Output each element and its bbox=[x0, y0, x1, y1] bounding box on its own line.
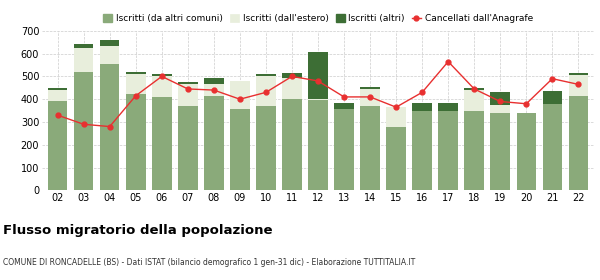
Bar bbox=[386, 107, 406, 127]
Bar bbox=[100, 64, 119, 190]
Bar bbox=[439, 103, 458, 111]
Bar bbox=[256, 76, 275, 106]
Bar bbox=[361, 87, 380, 89]
Bar bbox=[48, 90, 67, 101]
Bar bbox=[491, 105, 510, 113]
Bar bbox=[308, 100, 328, 190]
Bar bbox=[361, 89, 380, 106]
Bar bbox=[48, 101, 67, 190]
Bar bbox=[282, 73, 302, 78]
Bar bbox=[569, 73, 588, 75]
Bar bbox=[412, 111, 432, 190]
Bar bbox=[204, 96, 224, 190]
Bar bbox=[491, 92, 510, 105]
Bar bbox=[542, 91, 562, 104]
Bar bbox=[569, 96, 588, 190]
Bar bbox=[464, 111, 484, 190]
Bar bbox=[464, 88, 484, 90]
Bar bbox=[256, 106, 275, 190]
Bar bbox=[282, 99, 302, 190]
Text: Flusso migratorio della popolazione: Flusso migratorio della popolazione bbox=[3, 224, 272, 237]
Bar bbox=[100, 46, 119, 64]
Bar bbox=[256, 74, 275, 76]
Bar bbox=[569, 75, 588, 96]
Bar bbox=[464, 90, 484, 111]
Bar bbox=[152, 97, 172, 190]
Bar bbox=[152, 76, 172, 97]
Bar bbox=[74, 48, 94, 72]
Bar bbox=[230, 81, 250, 109]
Bar bbox=[542, 104, 562, 190]
Bar bbox=[282, 78, 302, 99]
Bar bbox=[126, 74, 146, 94]
Bar bbox=[334, 103, 354, 109]
Legend: Iscritti (da altri comuni), Iscritti (dall'estero), Iscritti (altri), Cancellati: Iscritti (da altri comuni), Iscritti (da… bbox=[103, 14, 533, 23]
Bar bbox=[126, 94, 146, 190]
Bar bbox=[361, 106, 380, 190]
Text: COMUNE DI RONCADELLE (BS) - Dati ISTAT (bilancio demografico 1 gen-31 dic) - Ela: COMUNE DI RONCADELLE (BS) - Dati ISTAT (… bbox=[3, 258, 415, 267]
Bar bbox=[152, 74, 172, 76]
Bar bbox=[334, 109, 354, 190]
Bar bbox=[308, 52, 328, 99]
Bar bbox=[439, 111, 458, 190]
Bar bbox=[74, 72, 94, 190]
Bar bbox=[178, 84, 197, 106]
Bar bbox=[308, 99, 328, 100]
Bar bbox=[491, 113, 510, 190]
Bar bbox=[517, 113, 536, 190]
Bar bbox=[386, 127, 406, 190]
Bar bbox=[178, 82, 197, 84]
Bar bbox=[126, 72, 146, 74]
Bar bbox=[48, 88, 67, 90]
Bar bbox=[412, 103, 432, 111]
Bar bbox=[178, 106, 197, 190]
Bar bbox=[204, 84, 224, 96]
Bar bbox=[74, 45, 94, 48]
Bar bbox=[230, 109, 250, 190]
Bar bbox=[100, 40, 119, 46]
Bar bbox=[204, 78, 224, 84]
